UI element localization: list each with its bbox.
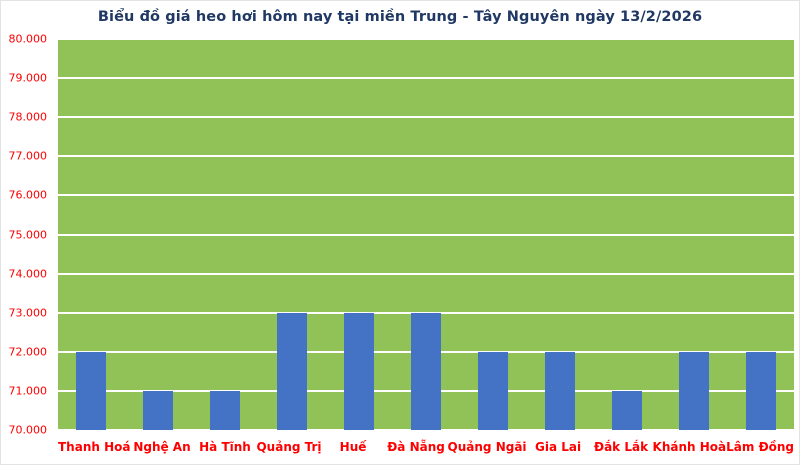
x-axis: Thanh Hoá Nghệ An Hà Tĩnh Quảng Trị Huế Đà Nẵ… (58, 430, 794, 464)
bar (210, 390, 241, 430)
bar-slot (660, 39, 727, 430)
bar (143, 390, 174, 430)
x-tick-label: Thanh Hoá (58, 440, 131, 454)
y-tick-label: 79.000 (8, 71, 48, 85)
bar-slot (727, 39, 794, 430)
y-axis: 70.000 71.000 72.000 73.000 74.000 75.000 76.0… (1, 34, 53, 436)
bar (611, 390, 642, 430)
gridline (58, 272, 794, 275)
x-tick-label: Đà Nẵng (387, 440, 445, 454)
x-tick-label: Quảng Ngãi (447, 440, 527, 454)
gridline (58, 233, 794, 236)
y-tick-label: 74.000 (8, 267, 48, 281)
y-tick-label: 72.000 (8, 345, 48, 359)
bar-slot (593, 39, 660, 430)
y-tick-label: 73.000 (8, 306, 48, 320)
gridline (58, 38, 794, 40)
plot-area (58, 38, 794, 431)
y-tick-label: 75.000 (8, 228, 48, 241)
bar (76, 351, 107, 430)
bar-slot (326, 39, 393, 430)
x-tick-label: Huế (339, 440, 367, 454)
y-tick-label: 77.000 (8, 149, 48, 163)
x-tick-label: Gia Lai (534, 440, 582, 454)
gridline (58, 77, 794, 80)
x-tick-label: Quảng Trị (256, 440, 322, 454)
gridline (58, 116, 794, 119)
x-tick-label: Lâm Đồng (726, 440, 794, 454)
bar-slot (58, 39, 125, 430)
bar (477, 351, 508, 430)
bar (678, 351, 709, 430)
bar (344, 312, 375, 430)
y-tick-label: 76.000 (8, 188, 48, 202)
gridline (58, 194, 794, 197)
y-tick-label: 70.000 (8, 423, 48, 437)
bar-slot (259, 39, 326, 430)
bar-slot (393, 39, 460, 430)
bar-series (58, 39, 794, 430)
x-tick-label: Khánh Hoà (652, 440, 727, 454)
bar (544, 351, 575, 430)
bar-slot (526, 39, 593, 430)
x-tick-label: Hà Tĩnh (199, 440, 251, 454)
bar (745, 351, 776, 430)
bar (277, 312, 308, 430)
bar-slot (459, 39, 526, 430)
x-tick-label: Đắk Lắk (594, 440, 649, 454)
x-tick-label: Nghệ An (133, 440, 191, 454)
bar (410, 312, 441, 430)
bar-slot (192, 39, 259, 430)
y-tick-label: 80.000 (8, 32, 48, 46)
y-tick-label: 78.000 (8, 110, 48, 124)
gridline (58, 155, 794, 158)
chart-title: Biểu đồ giá heo hơi hôm nay tại miền Tru… (97, 9, 703, 25)
gridline (58, 429, 794, 431)
y-tick-label: 71.000 (8, 384, 48, 398)
bar-slot (125, 39, 192, 430)
